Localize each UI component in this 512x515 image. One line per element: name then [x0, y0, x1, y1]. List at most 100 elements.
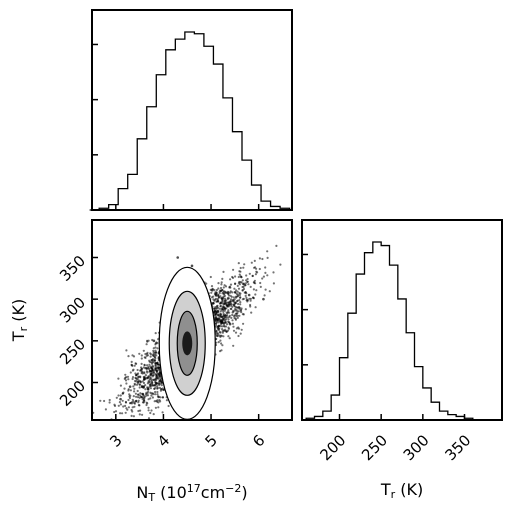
scatter-point: [227, 297, 231, 300]
scatter-point: [227, 320, 230, 323]
scatter-point: [215, 313, 218, 316]
scatter-point: [221, 292, 224, 295]
scatter-point: [149, 352, 152, 355]
scatter-point: [127, 406, 130, 409]
scatter-point: [221, 277, 224, 280]
scatter-point: [239, 303, 242, 306]
scatter-point: [133, 390, 136, 393]
scatter-point: [167, 404, 170, 408]
scatter-point: [218, 330, 221, 334]
scatter-point: [124, 404, 127, 407]
scatter-point: [227, 303, 230, 306]
scatter-point: [264, 266, 267, 269]
scatter-point: [134, 400, 137, 403]
scatter-point: [232, 268, 235, 271]
scatter-point: [161, 396, 165, 399]
scatter-point: [217, 332, 220, 336]
scatter-point: [248, 272, 251, 275]
scatter-point: [148, 367, 151, 371]
axes-frame: [301, 219, 503, 421]
scatter-point: [239, 332, 242, 335]
scatter-point: [143, 356, 146, 359]
scatter-point: [141, 380, 144, 383]
scatter-point: [141, 401, 145, 404]
scatter-point: [138, 352, 141, 355]
scatter-point: [124, 379, 128, 382]
scatter-point: [146, 351, 149, 354]
scatter-point: [143, 397, 146, 400]
nt-axis-label: NT (1017cm−2): [136, 482, 247, 504]
scatter-point: [234, 307, 237, 311]
scatter-point: [130, 360, 133, 363]
scatter-point: [132, 415, 135, 418]
scatter-point: [119, 397, 122, 401]
scatter-point: [226, 323, 229, 326]
scatter-point: [144, 374, 147, 377]
scatter-point: [219, 312, 222, 316]
scatter-point: [229, 278, 232, 281]
scatter-point: [236, 306, 239, 309]
scatter-point: [133, 383, 136, 386]
scatter-point: [231, 276, 235, 279]
scatter-point: [127, 398, 130, 402]
scatter-point: [226, 316, 229, 319]
scatter-point: [238, 314, 241, 317]
scatter-point: [266, 274, 269, 277]
scatter-point: [219, 325, 222, 328]
scatter-point: [217, 293, 220, 296]
scatter-point: [149, 397, 152, 400]
scatter-point: [155, 369, 159, 372]
scatter-point: [122, 405, 125, 408]
scatter-point: [145, 343, 148, 346]
scatter-point: [136, 368, 139, 372]
scatter-point: [209, 275, 212, 279]
scatter-point: [147, 409, 150, 412]
x-tick-label: 6: [249, 431, 268, 450]
scatter-point: [214, 307, 217, 310]
scatter-point: [156, 385, 159, 388]
scatter-point: [140, 385, 144, 389]
scatter-point: [158, 399, 161, 402]
scatter-point: [251, 274, 254, 277]
scatter-point: [253, 259, 256, 262]
scatter-point: [217, 309, 220, 312]
scatter-point: [124, 411, 127, 414]
scatter-point: [242, 266, 245, 269]
scatter-point: [242, 285, 245, 288]
x-tick-label: 3: [106, 431, 125, 450]
scatter-point: [137, 393, 140, 396]
scatter-point: [234, 282, 237, 285]
scatter-point: [221, 330, 224, 333]
scatter-point: [132, 385, 135, 388]
scatter-point: [151, 354, 155, 357]
scatter-point: [141, 372, 144, 375]
scatter-point: [153, 400, 156, 403]
scatter-point: [114, 410, 118, 413]
scatter-point: [239, 296, 242, 299]
scatter-point: [158, 369, 161, 372]
scatter-point: [255, 267, 258, 270]
scatter-point: [220, 342, 223, 345]
scatter-point: [231, 319, 234, 322]
scatter-point: [110, 418, 113, 421]
scatter-point: [214, 320, 217, 323]
nt-histogram-ticks: [92, 43, 260, 210]
scatter-point: [228, 315, 231, 319]
scatter-point: [210, 296, 214, 299]
scatter-point: [124, 373, 127, 376]
scatter-point: [228, 322, 232, 326]
scatter-point: [254, 306, 257, 309]
scatter-point: [147, 406, 150, 409]
scatter-point: [146, 364, 149, 367]
scatter-point: [135, 395, 138, 398]
scatter-point: [220, 283, 223, 286]
scatter-point: [129, 389, 132, 392]
scatter-point: [129, 401, 132, 405]
scatter-point: [123, 377, 126, 380]
scatter-point: [154, 364, 157, 368]
scatter-point: [233, 287, 236, 290]
scatter-point: [222, 310, 225, 313]
scatter-point: [231, 322, 234, 325]
scatter-point: [153, 387, 156, 390]
scatter-point: [143, 371, 146, 374]
